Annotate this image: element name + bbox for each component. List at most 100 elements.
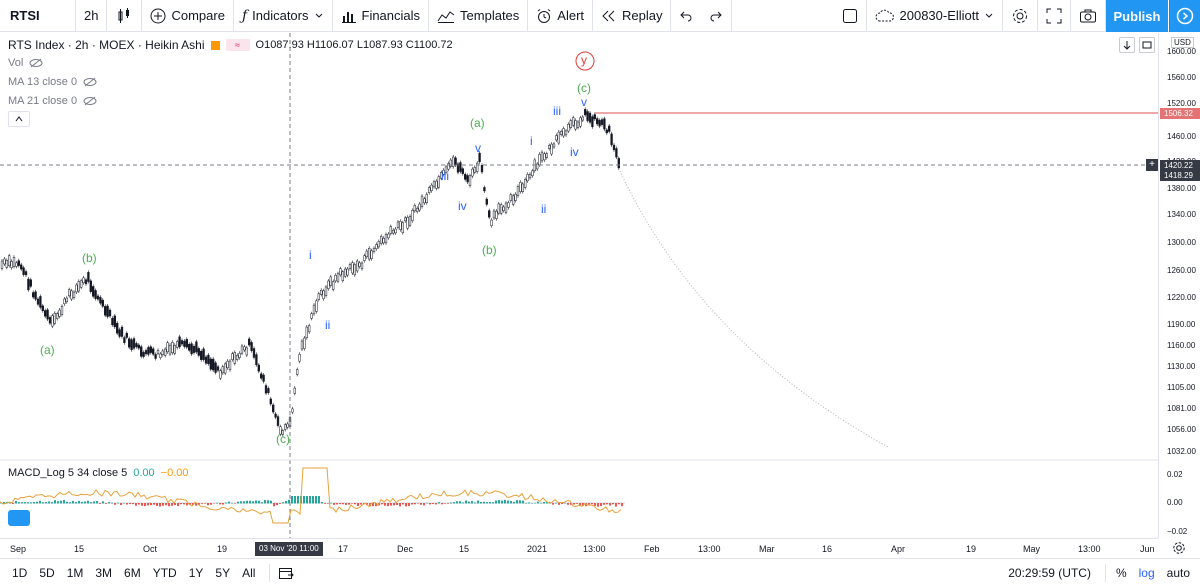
- price-axis[interactable]: USD 1600.001560.001520.001460.001420.001…: [1158, 33, 1200, 538]
- replay-button[interactable]: Replay: [593, 0, 672, 32]
- macd-bar: [261, 502, 263, 504]
- financials-label: Financials: [361, 8, 421, 23]
- collapse-legend-button[interactable]: [8, 111, 30, 127]
- eye-hidden-icon[interactable]: [83, 96, 97, 106]
- macd-bar: [441, 503, 443, 505]
- compare-button[interactable]: Compare: [142, 0, 234, 32]
- candle-body: [600, 119, 604, 125]
- candle-body: [483, 187, 486, 192]
- auto-scale-toggle[interactable]: auto: [1166, 566, 1190, 580]
- eye-hidden-icon[interactable]: [83, 77, 97, 87]
- range-6m[interactable]: 6M: [124, 566, 141, 580]
- templates-button[interactable]: Templates: [429, 0, 529, 32]
- macd-bar: [96, 501, 98, 504]
- wave-label-v1: v: [475, 141, 481, 155]
- snapshot-button[interactable]: [1071, 0, 1106, 32]
- candle-body: [87, 272, 90, 282]
- fullscreen-button[interactable]: [1038, 0, 1071, 32]
- time-axis[interactable]: Sep 15 Oct 19 03 Nov '20 11:00 17 Dec 15…: [0, 538, 1185, 558]
- candle-body: [279, 426, 282, 435]
- gear-icon[interactable]: [1172, 541, 1186, 555]
- macd-bar: [42, 502, 44, 504]
- macd-bar: [39, 500, 41, 504]
- y-tick: 1380.00: [1167, 184, 1196, 193]
- macd-bar: [30, 502, 32, 504]
- interval-button[interactable]: 2h: [76, 0, 108, 32]
- candle-body: [485, 198, 488, 205]
- macd-bar: [282, 502, 284, 504]
- candle-body: [32, 292, 35, 298]
- range-5y[interactable]: 5Y: [215, 566, 231, 580]
- legend-title[interactable]: RTS Index · 2h · MOEX · Heikin Ashi: [8, 38, 205, 52]
- publish-button[interactable]: Publish: [1106, 0, 1168, 32]
- price-chart[interactable]: [0, 33, 1158, 538]
- settings-button[interactable]: [1003, 0, 1038, 32]
- range-1y[interactable]: 1Y: [188, 566, 204, 580]
- macd-bar: [243, 501, 245, 504]
- candle-body: [574, 120, 577, 130]
- candle-body: [123, 337, 126, 343]
- macd-bar: [3, 502, 5, 504]
- redo-button[interactable]: [701, 0, 733, 32]
- range-ytd[interactable]: YTD: [152, 566, 177, 580]
- wave-y-circle: [575, 51, 595, 71]
- candle-body: [60, 306, 64, 315]
- macd-bar: [558, 503, 560, 505]
- range-3m[interactable]: 3M: [95, 566, 113, 580]
- compare-icon[interactable]: ≈: [225, 39, 250, 51]
- macd-bar: [405, 503, 407, 507]
- macd-bar: [555, 502, 557, 504]
- log-scale-toggle[interactable]: log: [1138, 566, 1155, 580]
- undo-icon: [680, 11, 692, 21]
- macd-bar: [612, 503, 614, 505]
- indicators-button[interactable]: ƒ Indicators: [234, 0, 333, 32]
- alert-button[interactable]: Alert: [528, 0, 594, 32]
- percent-scale-toggle[interactable]: %: [1115, 566, 1127, 580]
- range-all[interactable]: All: [242, 566, 256, 580]
- candle-body: [252, 348, 256, 358]
- fullscreen-select-button[interactable]: [834, 0, 867, 32]
- square-icon: [842, 8, 857, 23]
- undo-button[interactable]: [671, 0, 701, 32]
- ma13-indicator[interactable]: MA 13 close 0: [8, 76, 97, 88]
- clock-time[interactable]: 20:29:59 (UTC): [1008, 566, 1091, 580]
- candle-body: [332, 281, 335, 290]
- financials-button[interactable]: Financials: [333, 0, 430, 32]
- macd-bar: [111, 502, 113, 504]
- macd-bar: [435, 503, 437, 505]
- x-tick: 13:00: [698, 544, 721, 554]
- range-1d[interactable]: 1D: [12, 566, 28, 580]
- goto-date-icon[interactable]: [278, 566, 295, 580]
- currency-label[interactable]: USD: [1171, 37, 1194, 48]
- macd-bar: [531, 502, 533, 504]
- macd-bar: [102, 501, 104, 504]
- eye-hidden-icon[interactable]: [29, 58, 43, 68]
- layout-button[interactable]: 200830-Elliott: [867, 0, 1003, 32]
- maximize-pane-button[interactable]: [1139, 37, 1155, 53]
- range-5d[interactable]: 5D: [39, 566, 55, 580]
- macd-legend[interactable]: MACD_Log 5 34 close 5 0.00 −0.00: [8, 467, 189, 479]
- candle-body: [190, 343, 193, 355]
- macd-bar: [285, 501, 287, 504]
- chart-type-button[interactable]: [107, 0, 143, 32]
- plus-crosshair-icon[interactable]: +: [1146, 159, 1158, 171]
- play-circle-icon: [1176, 7, 1194, 25]
- y-tick: 1032.00: [1167, 447, 1196, 456]
- candle-body: [521, 183, 524, 192]
- chevron-up-icon: [15, 116, 23, 122]
- vol-indicator[interactable]: Vol: [8, 57, 43, 69]
- candle-body: [272, 404, 275, 413]
- candle-body: [478, 152, 481, 163]
- x-tick: 17: [338, 544, 349, 554]
- range-1m[interactable]: 1M: [66, 566, 84, 580]
- y-tick: 1340.00: [1167, 210, 1196, 219]
- ma21-indicator[interactable]: MA 21 close 0: [8, 95, 97, 107]
- macd-bar: [357, 503, 359, 507]
- scroll-down-button[interactable]: [1119, 37, 1135, 53]
- symbol-search[interactable]: RTSI: [0, 0, 76, 32]
- macd-bar: [480, 501, 482, 504]
- publish-menu-button[interactable]: [1169, 0, 1200, 32]
- macd-bar: [423, 503, 425, 506]
- projection-curve[interactable]: [619, 170, 889, 448]
- divider: [269, 564, 271, 582]
